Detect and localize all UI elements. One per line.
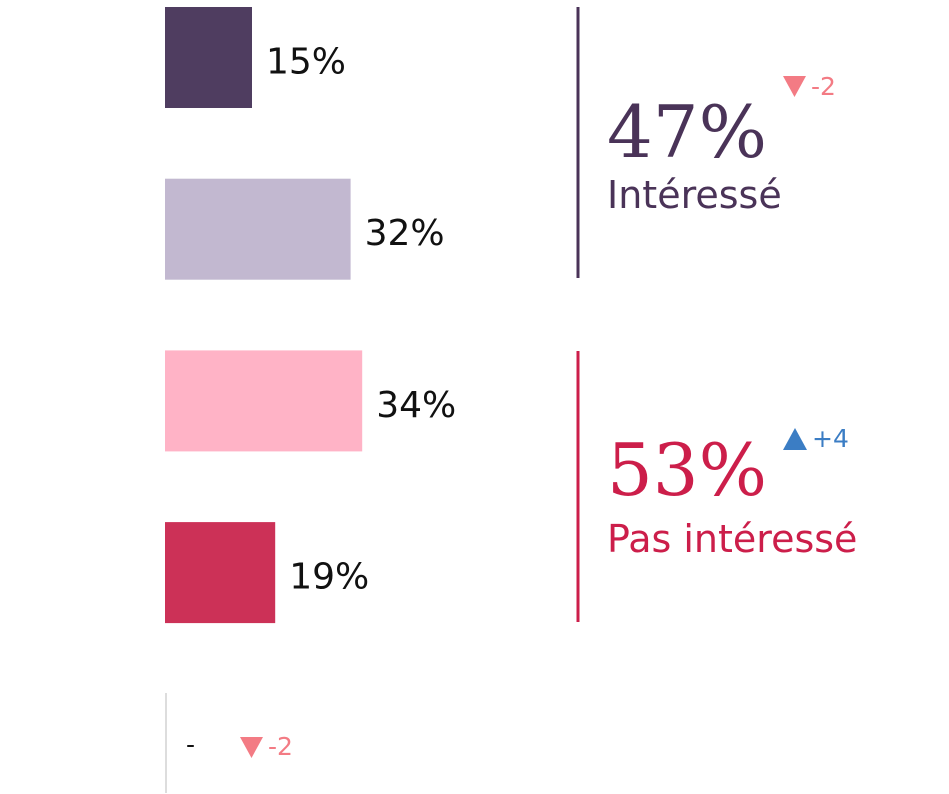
bar <box>165 522 276 624</box>
down-arrow <box>783 76 806 97</box>
value-label: 34% <box>376 385 456 426</box>
value-label: 15% <box>266 42 346 83</box>
down-arrow <box>240 737 263 758</box>
bar <box>165 350 363 452</box>
footer-change: -2 <box>268 732 293 761</box>
summary-value: 47% <box>607 90 767 174</box>
up-arrow <box>783 428 807 450</box>
value-label: 19% <box>289 557 369 598</box>
summary-label: Pas intéressé <box>607 517 857 561</box>
value-label: 32% <box>365 213 445 254</box>
bar <box>165 7 252 108</box>
bar <box>165 178 351 280</box>
summary-value: 53% <box>607 428 767 512</box>
summary-change: -2 <box>811 72 836 101</box>
summary-change: +4 <box>812 424 849 453</box>
footer-value: - <box>186 730 195 759</box>
summary-label: Intéressé <box>607 173 782 217</box>
